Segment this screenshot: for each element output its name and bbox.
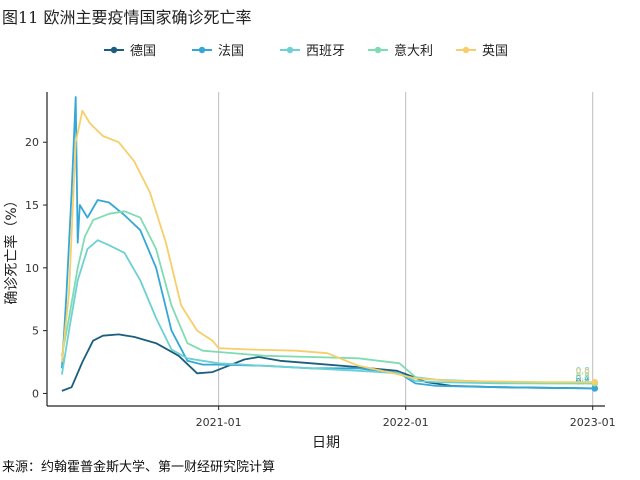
legend-key-dot-5	[462, 46, 470, 54]
end-point-2	[591, 385, 598, 392]
x-tick-label: 2023-01	[570, 416, 616, 429]
source-note: 来源：约翰霍普金斯大学、第一财经研究院计算	[2, 460, 276, 475]
series-line-5	[61, 109, 595, 383]
legend-label-3: 西班牙	[306, 44, 345, 59]
legend-key-dot-3	[286, 46, 294, 54]
y-tick-label: 10	[25, 262, 39, 275]
end-value-label-4: 0.8	[576, 372, 591, 382]
axes: 2021-01 2022-01 2023-01 0 5 10 15 20 日期 确诊死亡率（%）	[3, 92, 616, 451]
legend-label-5: 英国	[482, 44, 508, 59]
grid-lines	[218, 92, 594, 406]
end-value-label-2: 0.4	[576, 374, 591, 384]
y-axis-title: 确诊死亡率（%）	[3, 193, 20, 304]
y-tick-label: 0	[32, 387, 39, 400]
legend: 德国 法国 西班牙 意大利 英国	[104, 43, 508, 59]
end-value-label-5: 0.9	[576, 368, 591, 378]
x-axis-title: 日期	[312, 435, 340, 451]
end-point-5	[591, 378, 598, 386]
chart-title: 图11 欧洲主要疫情国家确诊死亡率	[2, 8, 252, 27]
legend-label-1: 德国	[130, 44, 156, 59]
legend-key-dot-2	[198, 46, 206, 54]
x-tick-label: 2022-01	[383, 416, 429, 429]
series-group: 0.40.40.80.80.9	[61, 96, 598, 392]
end-value-label-3: 0.8	[576, 366, 591, 376]
y-tick-label: 5	[32, 325, 39, 338]
legend-key-dot-1	[110, 46, 118, 54]
x-tick-label: 2021-01	[196, 416, 242, 429]
series-line-4	[61, 210, 595, 385]
series-line-1	[61, 333, 595, 392]
series-line-3	[61, 239, 595, 385]
y-tick-label: 20	[25, 136, 39, 149]
y-tick-label: 15	[25, 199, 39, 212]
legend-label-2: 法国	[218, 44, 244, 59]
legend-label-4: 意大利	[394, 43, 433, 59]
legend-key-dot-4	[374, 46, 382, 54]
series-line-2	[61, 96, 595, 390]
